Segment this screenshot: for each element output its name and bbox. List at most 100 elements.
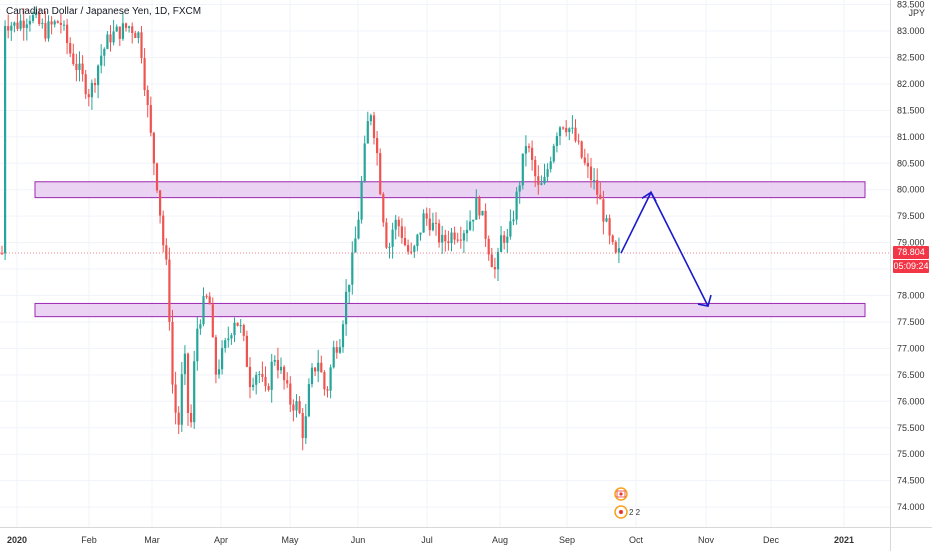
candle-body: [53, 21, 56, 25]
candle-body: [354, 238, 357, 253]
candle-body: [143, 58, 146, 91]
candle-body: [137, 32, 140, 39]
candle-body: [465, 229, 469, 234]
candle-body: [518, 185, 521, 192]
candle-body: [531, 147, 534, 160]
price-chart[interactable]: 2 2: [0, 0, 890, 527]
candle-body: [171, 321, 174, 385]
candle-body: [255, 374, 258, 385]
candle-body: [118, 26, 121, 39]
price-tick-label: 81.500: [897, 105, 925, 115]
candle-body: [62, 24, 66, 26]
candle-body: [140, 32, 143, 59]
events-badge: 2 2: [629, 508, 641, 517]
candle-body: [593, 180, 596, 182]
candle-body: [407, 245, 410, 252]
candle-body: [348, 284, 351, 292]
candle-body: [50, 21, 53, 25]
price-tick-label: 80.500: [897, 158, 925, 168]
candle-body: [230, 335, 233, 339]
candle-body: [233, 322, 236, 336]
candle-body: [214, 337, 217, 375]
price-tick-label: 74.500: [897, 476, 925, 486]
candle-body: [503, 235, 506, 243]
candle-body: [193, 361, 196, 423]
candle-body: [335, 347, 338, 353]
candle-body: [196, 328, 199, 362]
candle-body: [543, 176, 546, 184]
candle-body: [589, 166, 593, 181]
candle-body: [4, 26, 7, 254]
candle-body: [134, 33, 137, 39]
candle-body: [100, 55, 103, 66]
candle-body: [165, 245, 168, 260]
price-tick-label: 83.500: [897, 0, 925, 10]
candle-body: [568, 128, 571, 133]
candle-body: [131, 26, 134, 34]
price-tick-label: 82.500: [897, 52, 925, 62]
event-dot: [619, 510, 623, 514]
time-label: Apr: [214, 535, 228, 545]
candle-body: [338, 347, 341, 353]
candle-body: [317, 362, 320, 372]
candle-body: [41, 23, 44, 25]
candle-body: [462, 233, 465, 241]
price-tick-label: 80.000: [897, 185, 925, 195]
candle-body: [314, 367, 317, 372]
time-label: Jun: [351, 535, 366, 545]
candle-body: [227, 338, 230, 341]
candle-body: [75, 64, 78, 70]
candle-body: [248, 366, 252, 388]
candle-body: [456, 239, 459, 241]
candle-body: [484, 210, 487, 239]
candle-body: [258, 374, 261, 376]
candle-body: [562, 127, 565, 129]
candle-body: [574, 127, 577, 141]
candle-body: [112, 31, 115, 43]
candle-body: [617, 248, 620, 253]
candle-body: [28, 20, 31, 25]
candle-body: [444, 234, 447, 242]
time-axis[interactable]: 2020 Feb Mar Apr May Jun Jul Aug Sep Oct Nov Dec 202…: [0, 527, 890, 551]
candle-body: [81, 63, 84, 75]
bar-countdown: 05:09:24: [893, 259, 929, 273]
candle-body: [549, 161, 552, 170]
candle-body: [13, 22, 16, 26]
candle-body: [279, 366, 283, 371]
price-tick-label: 79.500: [897, 211, 925, 221]
candle-body: [208, 296, 211, 305]
candle-body: [472, 219, 475, 222]
time-label: Nov: [698, 535, 715, 545]
candle-body: [490, 254, 493, 268]
events-markers: 2 2: [614, 487, 641, 519]
candle-body: [422, 213, 425, 233]
candle-body: [168, 259, 171, 322]
candle-body: [546, 169, 549, 177]
candle-body: [431, 222, 434, 231]
symbol-title[interactable]: Canadian Dollar / Japanese Yen, 1D, FXCM: [6, 6, 202, 17]
candle-body: [366, 121, 369, 144]
candle-body: [537, 176, 540, 185]
candle-body: [31, 15, 35, 21]
candle-body: [540, 183, 543, 185]
candle-body: [512, 219, 515, 222]
candle-body: [481, 210, 484, 216]
candle-body: [428, 218, 431, 231]
candle-body: [211, 304, 214, 338]
candle-body: [115, 26, 118, 32]
candle-body: [506, 236, 509, 243]
candle-body: [183, 353, 186, 375]
candle-body: [577, 140, 580, 142]
price-tick-label: 81.000: [897, 132, 925, 142]
forecast-arrow: [620, 190, 709, 307]
candle-body: [388, 246, 391, 248]
last-price-tag: 78.804: [893, 245, 929, 259]
chart-pane[interactable]: 2 2 Canadian Dollar / Japanese Yen, 1D, …: [0, 0, 890, 527]
candle-body: [7, 26, 10, 31]
candle-body: [382, 194, 385, 223]
candle-body: [0, 253, 4, 255]
currency-label: JPY: [908, 8, 925, 18]
time-label: Dec: [763, 535, 780, 545]
time-label: Aug: [492, 535, 508, 545]
candle-body: [605, 218, 608, 222]
